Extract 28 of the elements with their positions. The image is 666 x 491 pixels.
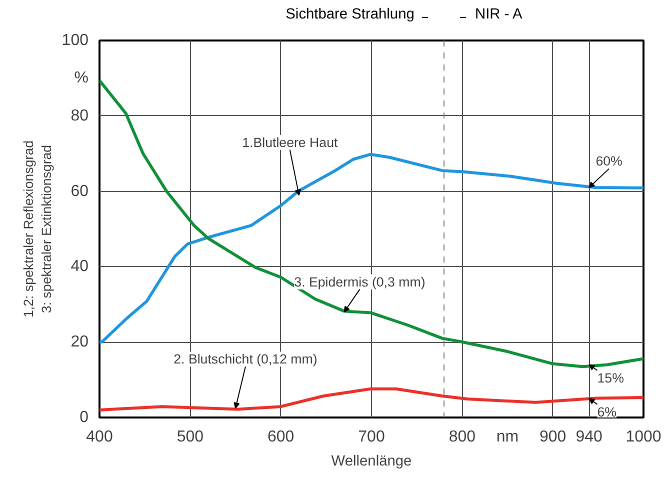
annotation: 3. Epidermis (0,3 mm) xyxy=(294,274,426,290)
x-tick-label: 600 xyxy=(267,428,294,446)
x-axis-title: Wellenlänge xyxy=(331,454,412,470)
x-tick-label: 700 xyxy=(358,428,385,446)
y-tick-label: 20 xyxy=(70,334,89,351)
text: nm xyxy=(496,428,519,446)
annotation: 6% xyxy=(597,404,617,420)
annotation: 15% xyxy=(597,370,624,386)
y-tick-label: 0 xyxy=(80,409,89,426)
annotation: 1.Blutleere Haut xyxy=(242,134,338,150)
y-tick-label: 40 xyxy=(70,258,89,276)
y-tick-label: 80 xyxy=(70,107,89,124)
line-series xyxy=(100,78,644,368)
x-tick-label: 940 xyxy=(576,428,603,446)
x-tick-label: 400 xyxy=(86,428,113,446)
annotation: 60% xyxy=(596,154,623,169)
x-tick-label: 1000 xyxy=(626,428,662,446)
ref-line-label: NIR - A xyxy=(475,6,522,22)
y-tick-label: 60 xyxy=(70,182,89,200)
x-tick-label: 900 xyxy=(539,428,566,446)
x-tick-label: 500 xyxy=(176,428,204,446)
text: Sichtbare Strahlung xyxy=(286,6,414,22)
annotation: 2. Blutschicht (0,12 mm) xyxy=(174,352,318,367)
y-tick-label: 100 xyxy=(62,32,89,49)
y-axis-title: 1,2: spektraler Reflexionsgrad 3: spektraler Extinktionsgrad xyxy=(20,140,54,318)
x-tick-label: 800 xyxy=(448,428,476,446)
text: % xyxy=(74,70,89,87)
line-series xyxy=(100,152,644,344)
